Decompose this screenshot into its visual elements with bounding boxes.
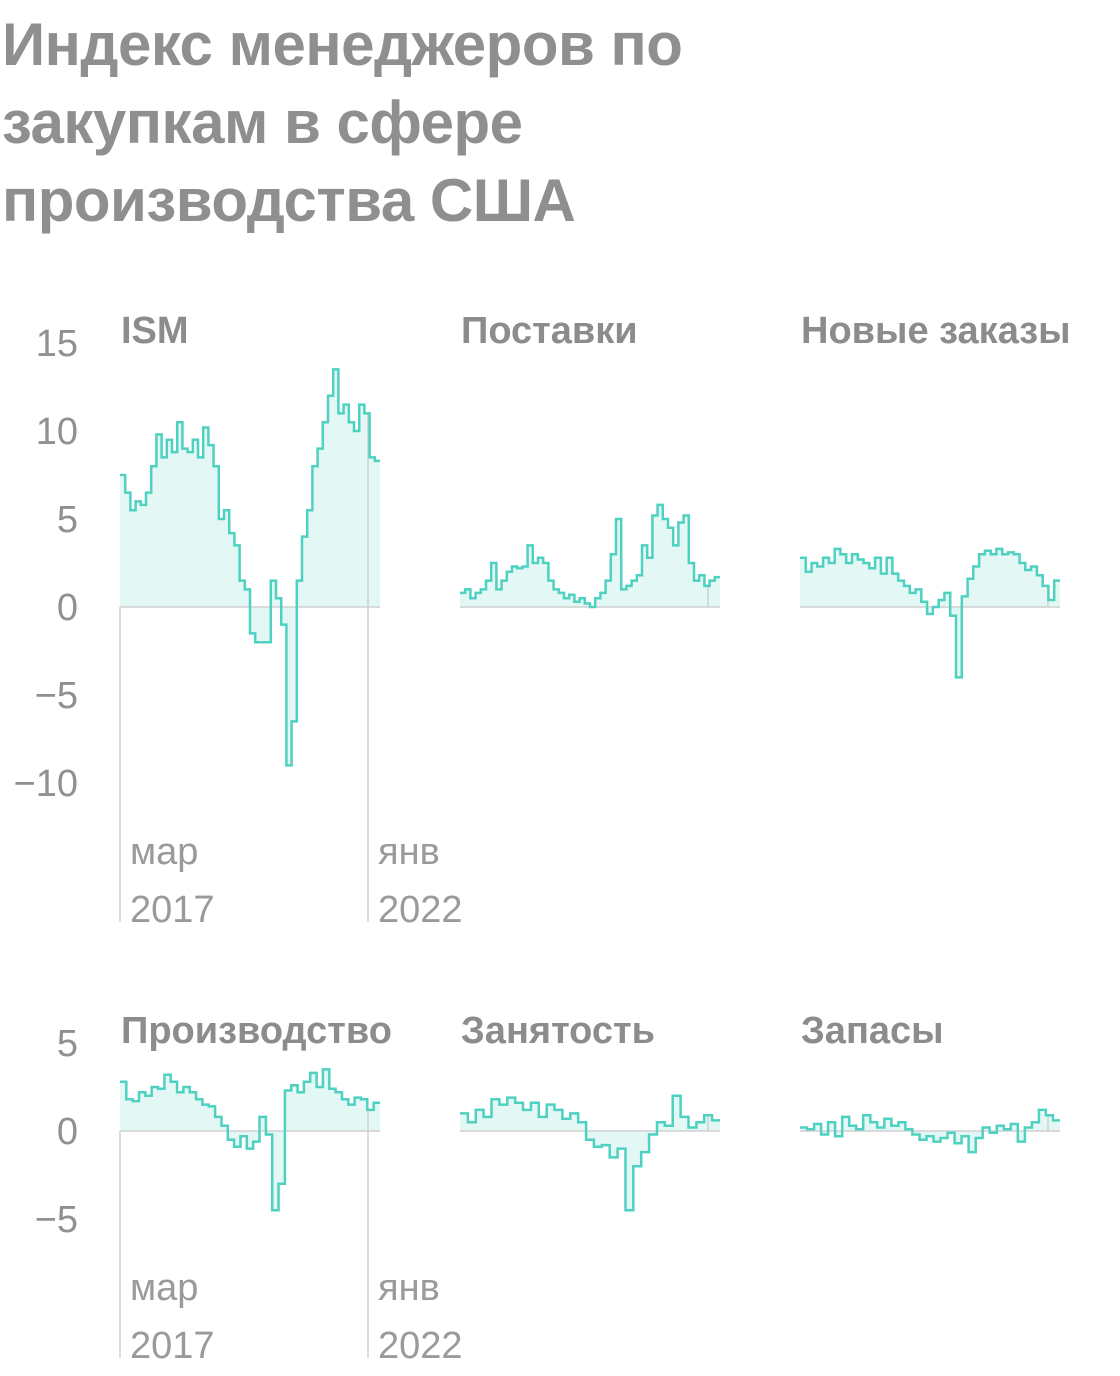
y-tick-label: 0 — [57, 587, 78, 629]
x-axis-month-label: янв — [378, 831, 440, 873]
series-area — [460, 1095, 720, 1211]
y-tick-label: 10 — [36, 411, 78, 453]
panel-title: Новые заказы — [801, 310, 1071, 352]
panel-title: Производство — [121, 1010, 392, 1052]
y-tick-label: −10 — [14, 763, 78, 805]
series-line — [800, 1108, 1060, 1154]
series-area — [120, 369, 380, 766]
y-tick-label: −5 — [35, 675, 78, 717]
y-tick-label: 5 — [57, 1023, 78, 1065]
y-tick-label: −5 — [35, 1199, 78, 1241]
series-line — [460, 1094, 720, 1212]
panel-title: Поставки — [461, 310, 638, 352]
y-tick-label: 15 — [36, 323, 78, 365]
panel-title: Запасы — [801, 1010, 944, 1052]
x-axis-month-label: мар — [130, 1267, 198, 1309]
x-axis-year-label: 2022 — [378, 889, 463, 931]
series-line — [120, 368, 380, 767]
x-axis-year-label: 2017 — [130, 889, 215, 931]
x-axis-year-label: 2017 — [130, 1325, 215, 1367]
y-tick-label: 0 — [57, 1111, 78, 1153]
y-tick-label: 5 — [57, 499, 78, 541]
series-area — [120, 1069, 380, 1211]
series-line — [800, 547, 1060, 679]
series-area — [460, 504, 720, 607]
panel-title: Занятость — [461, 1010, 655, 1052]
panel-title: ISM — [121, 310, 189, 352]
chart-title: Индекс менеджеров по закупкам в сфере пр… — [2, 11, 683, 234]
series-line — [120, 1068, 380, 1212]
x-axis-month-label: мар — [130, 831, 198, 873]
series-line — [460, 503, 720, 609]
x-axis-year-label: 2022 — [378, 1325, 463, 1367]
x-axis-month-label: янв — [378, 1267, 440, 1309]
